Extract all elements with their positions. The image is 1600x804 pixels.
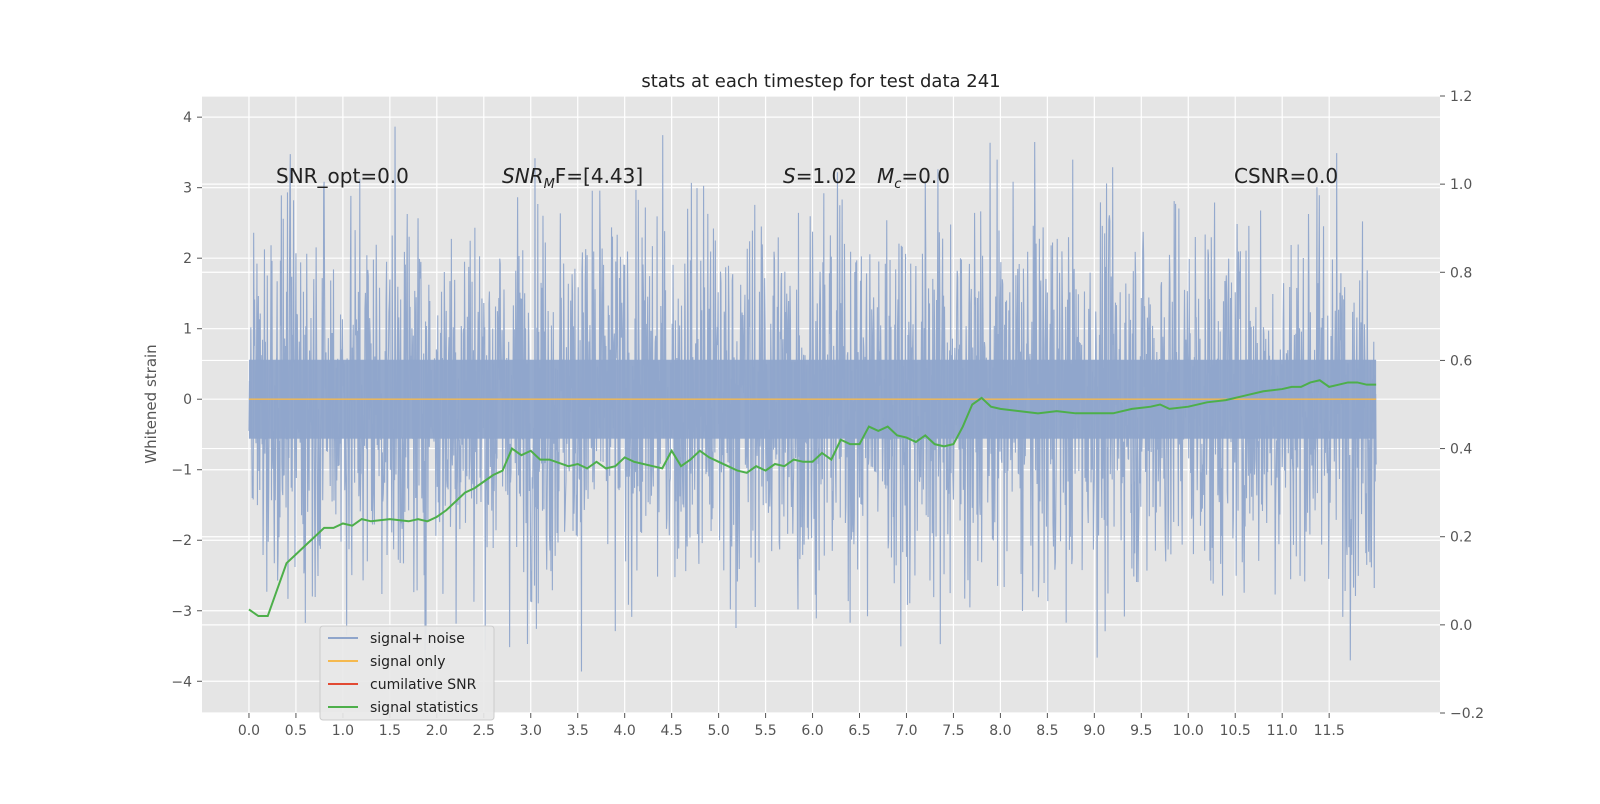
x-tick-label: 8.0	[989, 723, 1011, 739]
line-series-layer	[248, 379, 1377, 618]
annotation-snr-mf: SNRMF=[4.43]	[502, 164, 643, 192]
chart-title: stats at each timestep for test data 241	[641, 71, 1000, 92]
y2-tick-label: 0.8	[1450, 265, 1472, 281]
legend-label-statistics: signal statistics	[370, 700, 478, 716]
axes: 0.0 0.5 1.0 1.5 2.0 2.5 3.0 3.5 4.0 4.5 5.0 5.5 6.0 6…	[171, 89, 1484, 739]
y-tick-label: 2	[183, 251, 192, 267]
legend: signal+ noise signal only cumilative SNR…	[319, 625, 495, 721]
legend-box	[319, 625, 495, 721]
annotation-csnr: CSNR=0.0	[1234, 164, 1338, 188]
annotation-mc: Mc=0.0	[877, 164, 950, 192]
y-tick-label: 0	[183, 392, 192, 408]
x-tick-label: 5.5	[754, 723, 776, 739]
y-tick-label: −2	[171, 533, 192, 549]
x-tick-label: 8.5	[1036, 723, 1058, 739]
x-tick-label: 2.5	[473, 723, 495, 739]
x-tick-label: 3.5	[567, 723, 589, 739]
x-tick-label: 0.0	[238, 723, 260, 739]
legend-label-cumulative-snr: cumilative SNR	[370, 677, 477, 693]
legend-label-noise: signal+ noise	[370, 631, 465, 647]
x-tick-label: 11.0	[1267, 723, 1298, 739]
x-tick-label: 9.0	[1083, 723, 1105, 739]
annotation-snr-opt: SNR_opt=0.0	[276, 164, 409, 188]
x-tick-label: 5.0	[707, 723, 729, 739]
y2-tick-label: 1.0	[1450, 177, 1472, 193]
x-tick-label: 7.0	[895, 723, 917, 739]
x-tick-label: 2.0	[426, 723, 448, 739]
y2-tick-label: 0.0	[1450, 618, 1472, 634]
y-tick-label: −4	[171, 674, 192, 690]
y-axis-label: Whitened strain	[142, 344, 160, 463]
x-tick-label: 6.0	[801, 723, 823, 739]
x-tick-label: 4.0	[614, 723, 636, 739]
y-tick-label: 4	[183, 110, 192, 126]
annotation-s: S=1.02	[783, 164, 857, 188]
x-tick-label: 1.0	[332, 723, 354, 739]
x-tick-label: 4.5	[661, 723, 683, 739]
y-tick-label: 1	[183, 322, 192, 338]
legend-label-signal-only: signal only	[370, 654, 445, 670]
signal-statistics-series	[248, 379, 1377, 618]
x-tick-label: 1.5	[379, 723, 401, 739]
x-tick-label: 0.5	[285, 723, 307, 739]
y-tick-label: −3	[171, 604, 192, 620]
x-tick-label: 11.5	[1314, 723, 1345, 739]
y2-tick-label: 0.4	[1450, 442, 1472, 458]
y2-tick-label: −0.2	[1450, 706, 1484, 722]
x-tick-label: 9.5	[1130, 723, 1152, 739]
y2-tick-label: 1.2	[1450, 89, 1472, 105]
y-tick-label: 3	[183, 181, 192, 197]
y2-tick-label: 0.2	[1450, 530, 1472, 546]
x-tick-label: 6.5	[848, 723, 870, 739]
x-tick-label: 10.5	[1220, 723, 1251, 739]
x-tick-label: 7.5	[942, 723, 964, 739]
y2-tick-label: 0.6	[1450, 353, 1472, 369]
x-tick-label: 3.0	[520, 723, 542, 739]
x-tick-label: 10.0	[1173, 723, 1204, 739]
y-tick-label: −1	[171, 463, 192, 479]
